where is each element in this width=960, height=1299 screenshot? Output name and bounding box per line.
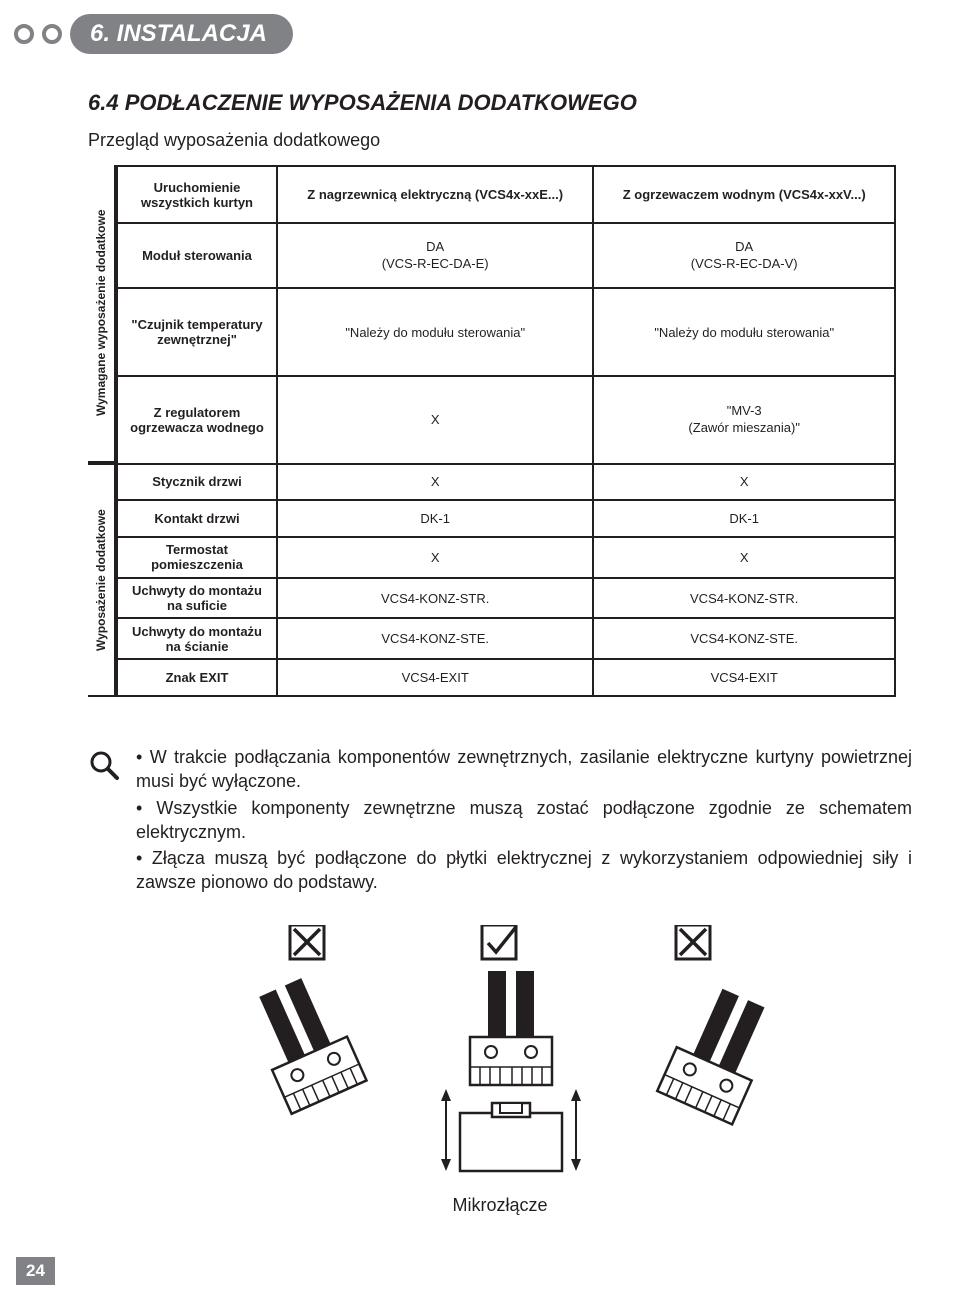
- row-label: Moduł sterowania: [117, 223, 277, 288]
- row-label: Kontakt drzwi: [117, 500, 277, 537]
- dot-icon: [42, 24, 62, 44]
- section-subtitle: Przegląd wyposażenia dodatkowego: [88, 130, 912, 151]
- table-row: Moduł sterowania DA (VCS-R-EC-DA-E) DA (…: [117, 223, 895, 288]
- cell: DK-1: [277, 500, 593, 537]
- cell: VCS4-KONZ-STE.: [277, 618, 593, 659]
- cell: "Należy do modułu sterowania": [277, 288, 593, 376]
- cell: X: [593, 537, 895, 578]
- table-row: Uchwyty do montażu na ścianie VCS4-KONZ-…: [117, 618, 895, 659]
- row-label: Uchwyty do montażu na ścianie: [117, 618, 277, 659]
- header-col3: Z ogrzewaczem wodnym (VCS4x-xxV...): [593, 166, 895, 223]
- note-item: Złącza muszą być podłączone do płytki el…: [136, 846, 912, 895]
- dot-icon: [14, 24, 34, 44]
- connector-diagram: [88, 925, 912, 1185]
- diagram-label: Mikrozłącze: [88, 1195, 912, 1216]
- table-row: Kontakt drzwi DK-1 DK-1: [117, 500, 895, 537]
- cell: "MV-3 (Zawór mieszania)": [593, 376, 895, 464]
- table-row: Znak EXIT VCS4-EXIT VCS4-EXIT: [117, 659, 895, 696]
- note-item: Wszystkie komponenty zewnętrzne muszą zo…: [136, 796, 912, 845]
- cell: VCS4-KONZ-STE.: [593, 618, 895, 659]
- vlabel-optional: Wyposażenie dodatkowe: [88, 463, 116, 697]
- cell: VCS4-KONZ-STR.: [277, 578, 593, 619]
- cell: VCS4-EXIT: [277, 659, 593, 696]
- table-row: Stycznik drzwi X X: [117, 464, 895, 501]
- cell: DK-1: [593, 500, 895, 537]
- row-label: Uchwyty do montażu na suficie: [117, 578, 277, 619]
- row-label: Z regulatorem ogrzewacza wodnego: [117, 376, 277, 464]
- magnifier-icon: [88, 749, 120, 781]
- row-label: "Czujnik temperatury zewnętrznej": [117, 288, 277, 376]
- header-dots: [14, 24, 62, 44]
- page-number: 24: [16, 1257, 55, 1285]
- cell: DA (VCS-R-EC-DA-E): [277, 223, 593, 288]
- cell: X: [277, 376, 593, 464]
- note-item: W trakcie podłączania komponentów zewnęt…: [136, 745, 912, 794]
- cell: VCS4-EXIT: [593, 659, 895, 696]
- chapter-title: 6. INSTALACJA: [70, 14, 293, 54]
- equipment-table-wrap: Wymagane wyposażenie dodatkowe Wyposażen…: [88, 165, 912, 697]
- table-row: Uchwyty do montażu na suficie VCS4-KONZ-…: [117, 578, 895, 619]
- equipment-table: Uruchomienie wszystkich kurtyn Z nagrzew…: [116, 165, 896, 697]
- notes-block: W trakcie podłączania komponentów zewnęt…: [88, 745, 912, 897]
- row-label: Stycznik drzwi: [117, 464, 277, 501]
- row-label: Znak EXIT: [117, 659, 277, 696]
- cell: X: [277, 464, 593, 501]
- cell: DA (VCS-R-EC-DA-V): [593, 223, 895, 288]
- cell: X: [593, 464, 895, 501]
- cell: "Należy do modułu sterowania": [593, 288, 895, 376]
- header-col2: Z nagrzewnicą elektryczną (VCS4x-xxE...): [277, 166, 593, 223]
- section-title: 6.4 PODŁACZENIE WYPOSAŻENIA DODATKOWEGO: [88, 90, 912, 116]
- row-label: Termostat pomieszczenia: [117, 537, 277, 578]
- cell: X: [277, 537, 593, 578]
- table-header-row: Uruchomienie wszystkich kurtyn Z nagrzew…: [117, 166, 895, 223]
- table-row: "Czujnik temperatury zewnętrznej" "Należ…: [117, 288, 895, 376]
- cell: VCS4-KONZ-STR.: [593, 578, 895, 619]
- vlabel-required: Wymagane wyposażenie dodatkowe: [88, 165, 116, 463]
- table-row: Termostat pomieszczenia X X: [117, 537, 895, 578]
- header-col1: Uruchomienie wszystkich kurtyn: [117, 166, 277, 223]
- chapter-header: 6. INSTALACJA: [0, 14, 293, 54]
- table-row: Z regulatorem ogrzewacza wodnego X "MV-3…: [117, 376, 895, 464]
